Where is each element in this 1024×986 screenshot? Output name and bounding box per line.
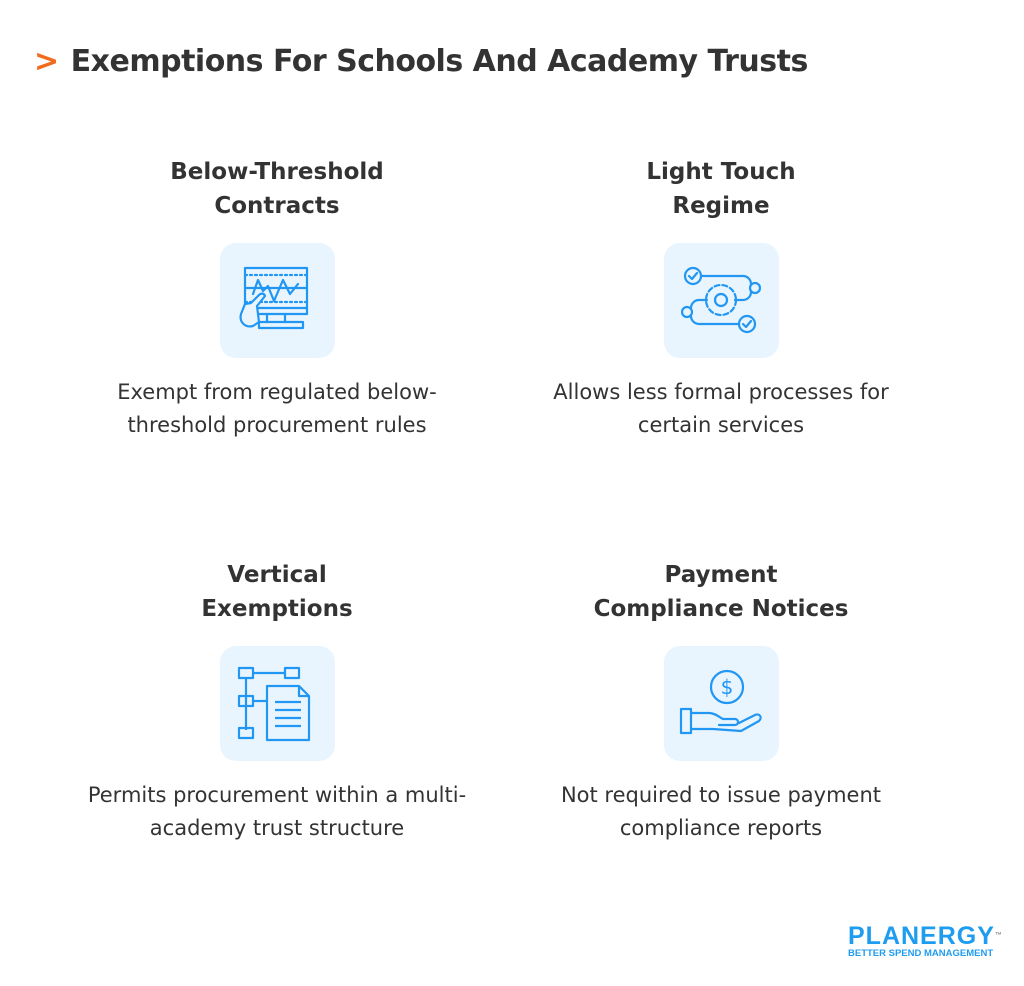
logo-tagline: BETTER SPEND MANAGEMENT — [848, 948, 994, 959]
logo-name: PLANERGY — [848, 922, 995, 950]
planergy-logo: PLANERGY™ BETTER SPEND MANAGEMENT — [848, 922, 1003, 960]
hand-dollar-icon: $ — [663, 646, 779, 761]
chevron-right-icon: > — [34, 44, 59, 79]
card-heading: Light Touch Regime — [646, 159, 796, 219]
card-body: Not required to issue payment compliance… — [560, 783, 882, 840]
card-below-threshold: Below-Threshold Contracts Exempt from reg… — [77, 155, 477, 441]
page-title: > Exemptions For Schools And Academy Trus… — [34, 44, 808, 79]
card-heading: Vertical Exemptions — [201, 562, 353, 622]
gear-workflow-icon — [663, 243, 779, 358]
card-vertical-exemptions: Vertical Exemptions Permits procurement w… — [77, 558, 477, 844]
card-heading: Below-Threshold Contracts — [170, 159, 384, 219]
card-body: Permits procurement within a multi-acade… — [87, 783, 467, 840]
card-light-touch: Light Touch Regime Allows less formal pro… — [521, 155, 921, 441]
svg-text:$: $ — [721, 675, 734, 699]
card-heading: Payment Compliance Notices — [593, 562, 849, 622]
flowchart-document-icon — [219, 646, 335, 761]
card-body: Exempt from regulated below-threshold pr… — [117, 380, 437, 437]
card-payment-compliance: Payment Compliance Notices $ Not required… — [521, 558, 921, 844]
card-body: Allows less formal processes for certain… — [553, 380, 889, 437]
title-text: Exemptions For Schools And Academy Trust… — [70, 44, 809, 79]
monitor-chart-hand-icon — [219, 243, 335, 358]
